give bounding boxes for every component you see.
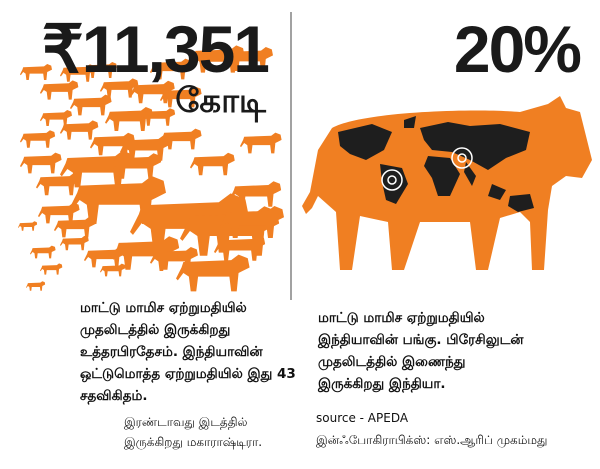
credit: இன்ஃபோகிராபிக்ஸ்: எஸ்.ஆரிப் முகம்மது	[316, 433, 547, 448]
text-line: மாட்டு மாமிச ஏற்றுமதியில்	[318, 310, 486, 327]
text-line: இருக்கிறது மகாராஷ்டிரா.	[124, 435, 262, 450]
source: source - APEDA	[316, 411, 409, 425]
text-line: உத்தரபிரதேசம். இந்தியாவின்	[80, 344, 263, 361]
text-line: சதவிகிதம்.	[80, 388, 147, 405]
share: 20%	[454, 12, 580, 86]
unit: கோடி	[175, 81, 267, 123]
text-line: முதலிடத்தில் இருக்கிறது	[80, 322, 231, 339]
world-map	[338, 116, 534, 212]
cow-icon	[18, 221, 38, 231]
text-line: இரண்டாவது இடத்தில்	[124, 415, 248, 430]
text-line: இருக்கிறது இந்தியா.	[317, 376, 446, 393]
cow-icon	[240, 132, 282, 154]
markers	[381, 147, 473, 191]
cow-icon	[30, 245, 56, 259]
cow-icon	[40, 263, 63, 275]
left-paragraph: மாட்டு மாமிச ஏற்றுமதியில் முதலிடத்தில் இர…	[80, 300, 296, 405]
cow-icon	[70, 94, 112, 116]
cow-icon	[60, 235, 89, 251]
text-line: இந்தியாவின் பங்கு. பிரேசிலுடன்	[317, 332, 524, 349]
cow-icon	[26, 281, 46, 291]
right-paragraph: மாட்டு மாமிச ஏற்றுமதியில் இந்தியாவின் பங்…	[317, 310, 524, 393]
left-note: இரண்டாவது இடத்தில் இருக்கிறது மகாராஷ்டிரா…	[124, 415, 262, 450]
cow-icon	[105, 107, 153, 131]
cow-icon	[20, 130, 56, 148]
text-line: முதலிடத்தில் இணைந்து	[318, 354, 466, 371]
cow-icon	[54, 216, 96, 238]
text-line: ஒட்டுமொத்த ஏற்றுமதியில் இது 43	[80, 366, 296, 383]
cow-icon	[190, 152, 235, 176]
cow-icon	[40, 110, 72, 126]
cow-silhouette	[302, 96, 592, 270]
cow-icon	[36, 172, 81, 196]
text-line: மாட்டு மாமிச ஏற்றுமதியில்	[80, 300, 248, 317]
cow-icon	[84, 246, 126, 268]
amount: ₹11,351	[42, 12, 269, 86]
cow-icon	[100, 263, 126, 277]
cow-icon	[20, 152, 62, 174]
